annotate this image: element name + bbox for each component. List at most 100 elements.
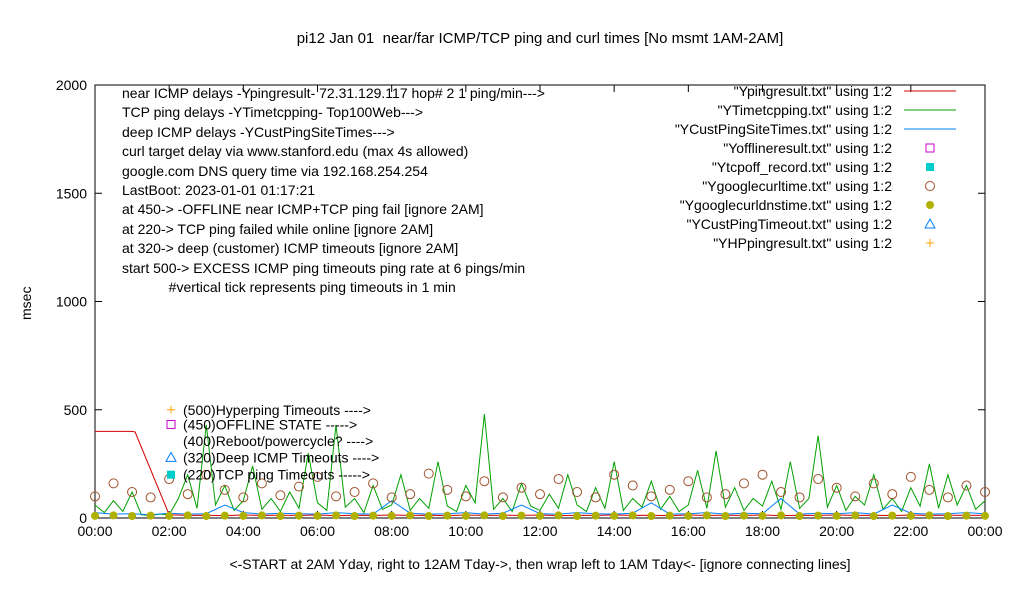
- annotation-line: google.com DNS query time via 192.168.25…: [122, 162, 428, 179]
- series-marker-Ygooglecurldnstime: [888, 511, 897, 520]
- series-marker-Ygooglecurldnstime: [257, 511, 266, 520]
- series-marker-Ygooglecurldnstime: [406, 511, 415, 520]
- series-marker-Ygooglecurltime: [868, 478, 879, 489]
- series-marker-Ygooglecurltime: [108, 478, 119, 489]
- legend-row: "YTimetcpping.txt" using 1:2: [718, 100, 958, 119]
- series-marker-Ygooglecurltime: [349, 487, 360, 498]
- y-tick-label: 0: [79, 510, 87, 526]
- series-marker-Ygooglecurldnstime: [128, 512, 137, 521]
- series-marker-Ygooglecurltime: [794, 492, 805, 503]
- annotation-line: near ICMP delays -Ypingresult- 72.31.129…: [122, 85, 545, 101]
- series-marker-Ygooglecurltime: [701, 492, 712, 503]
- legend-row: "YCustPingSiteTimes.txt" using 1:2: [675, 119, 958, 138]
- chart-title: pi12 Jan 01 near/far ICMP/TCP ping and c…: [296, 30, 784, 47]
- x-tick-label: 02:00: [152, 523, 187, 539]
- series-marker-Ygooglecurltime: [980, 487, 990, 498]
- annotation-line: deep ICMP delays -YCustPingSiteTimes--->: [122, 123, 395, 140]
- x-tick-label: 18:00: [745, 523, 780, 539]
- legend-marker-sample: [925, 143, 935, 152]
- annotation-line: at 320-> deep (customer) ICMP timeouts […: [122, 240, 459, 257]
- series-marker-Ygooglecurldnstime: [517, 511, 526, 520]
- series-marker-Ygooglecurltime: [720, 489, 731, 500]
- level-annotation-text: (400)Reboot/powercycle? ---->: [183, 433, 373, 449]
- series-marker-Ygooglecurldnstime: [165, 511, 174, 520]
- legend-sample-YTimetcpping: [904, 109, 956, 110]
- y-tick-label: 2000: [56, 77, 87, 93]
- annotation-line: start 500-> EXCESS ICMP ping timeouts pi…: [122, 259, 526, 276]
- series-marker-Ygooglecurldnstime: [869, 512, 878, 521]
- series-marker-Ygooglecurldnstime: [369, 511, 378, 520]
- series-marker-Ygooglecurltime: [553, 474, 564, 485]
- series-marker-Ygooglecurldnstime: [721, 512, 730, 521]
- series-marker-Ygooglecurltime: [942, 492, 953, 503]
- legend-row: "YCustPingTimeout.txt" using 1:2: [686, 214, 958, 233]
- legend-row: "Ygooglecurldnstime.txt" using 1:2: [680, 195, 958, 214]
- x-tick-label: 12:00: [522, 523, 557, 539]
- x-tick-label: 00:00: [967, 523, 1002, 539]
- series-marker-Ygooglecurltime: [961, 480, 972, 491]
- legend-label: "Ytcpoff_record.txt" using 1:2: [711, 158, 892, 175]
- y-tick-label: 1500: [56, 185, 87, 201]
- series-marker-Ygooglecurltime: [238, 492, 249, 503]
- series-marker-Ygooglecurldnstime: [91, 511, 99, 520]
- series-marker-Ygooglecurltime: [479, 476, 490, 487]
- series-marker-Ygooglecurltime: [497, 492, 508, 503]
- series-marker-Ygooglecurldnstime: [239, 511, 248, 520]
- series-marker-Ygooglecurltime: [535, 489, 545, 500]
- x-tick-label: 00:00: [77, 523, 112, 539]
- legend-marker-sample: [925, 180, 935, 191]
- series-marker-Ygooglecurldnstime: [498, 512, 507, 521]
- x-tick-label: 14:00: [597, 523, 632, 539]
- series-marker-Ygooglecurldnstime: [443, 511, 452, 520]
- level-annotation-marker: [165, 451, 177, 462]
- legend-sample-Ypingresult: [904, 90, 956, 91]
- series-marker-Ygooglecurltime: [831, 482, 842, 493]
- legend-marker-sample: [926, 200, 934, 209]
- series-marker-Ygooglecurltime: [182, 489, 193, 500]
- annotation-block: near ICMP delays -Ypingresult- 72.31.129…: [122, 84, 545, 297]
- level-annotation-text: (450)OFFLINE STATE ----->: [183, 416, 357, 432]
- legend-label: "YCustPingTimeout.txt" using 1:2: [686, 215, 892, 232]
- series-marker-Ygooglecurltime: [368, 478, 379, 489]
- x-tick-label: 08:00: [374, 523, 409, 539]
- series-marker-Ygooglecurltime: [460, 491, 471, 502]
- series-marker-Ygooglecurldnstime: [146, 511, 155, 520]
- series-marker-Ygooglecurldnstime: [758, 511, 767, 520]
- series-marker-Ygooglecurltime: [386, 492, 397, 503]
- legend: "Ypingresult.txt" using 1:2 "YTimetcpping…: [675, 81, 958, 252]
- series-marker-Ygooglecurltime: [609, 469, 620, 480]
- series-marker-Ygooglecurldnstime: [202, 512, 211, 521]
- series-marker-Ygooglecurltime: [887, 489, 898, 500]
- series-marker-Ygooglecurldnstime: [981, 511, 989, 520]
- series-marker-Ygooglecurldnstime: [925, 511, 934, 520]
- x-tick-label: 10:00: [448, 523, 483, 539]
- series-marker-Ygooglecurltime: [813, 474, 824, 485]
- series-marker-Ygooglecurldnstime: [795, 512, 804, 521]
- series-marker-Ygooglecurltime: [776, 487, 787, 498]
- series-marker-Ygooglecurldnstime: [220, 511, 229, 520]
- series-marker-Ygooglecurldnstime: [962, 511, 971, 520]
- legend-row: "Yofflineresult.txt" using 1:2: [723, 138, 958, 157]
- series-marker-Ygooglecurltime: [627, 480, 638, 491]
- legend-sample-YCustPingSiteTimes: [904, 128, 956, 129]
- series-marker-Ygooglecurltime: [442, 484, 453, 495]
- y-tick-label: 1000: [56, 294, 87, 310]
- legend-row: "Ypingresult.txt" using 1:2: [734, 81, 958, 100]
- legend-marker-sample: [924, 217, 936, 228]
- annotation-line: curl target delay via www.stanford.edu (…: [122, 143, 469, 160]
- series-marker-Ygooglecurltime: [127, 487, 138, 498]
- series-marker-Ygooglecurltime: [312, 471, 323, 482]
- legend-sample-Ygooglecurltime: [925, 180, 935, 191]
- series-marker-Ygooglecurltime: [590, 492, 601, 503]
- series-marker-Ygooglecurldnstime: [851, 511, 860, 520]
- series-line-YTimetcpping: [94, 414, 986, 516]
- series-marker-Ygooglecurldnstime: [276, 512, 285, 521]
- series-marker-Ygooglecurldnstime: [183, 511, 192, 520]
- series-marker-Ygooglecurldnstime: [647, 512, 656, 521]
- series-marker-Ygooglecurldnstime: [777, 511, 786, 520]
- series-marker-Ygooglecurldnstime: [665, 511, 674, 520]
- legend-marker-sample: [926, 162, 934, 171]
- series-marker-Ygooglecurldnstime: [387, 511, 396, 520]
- annotation-line: #vertical tick represents ping timeouts …: [122, 279, 456, 296]
